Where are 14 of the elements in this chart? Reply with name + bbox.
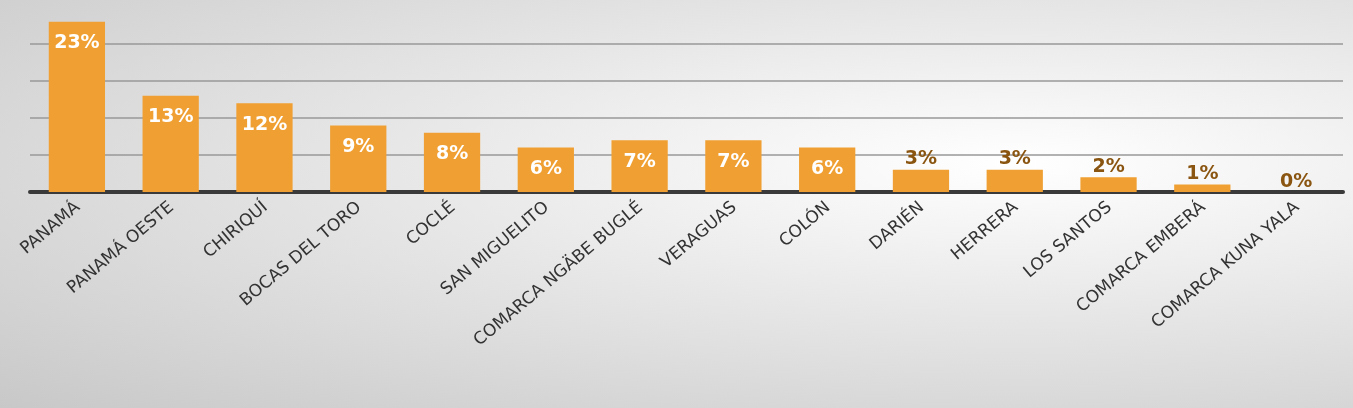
data-label: 6%: [811, 156, 844, 179]
data-label: 6%: [529, 156, 562, 179]
data-label: 8%: [435, 141, 469, 164]
data-label: 3%: [904, 146, 938, 169]
data-label: 1%: [1186, 161, 1219, 184]
data-label: 13%: [147, 104, 194, 127]
data-label: 3%: [998, 146, 1031, 169]
data-label: 12%: [241, 111, 288, 134]
data-label: 0%: [1279, 168, 1313, 191]
data-label: 9%: [342, 133, 375, 156]
data-label: 7%: [717, 148, 750, 171]
data-label: 7%: [623, 148, 656, 171]
data-label: 2%: [1092, 153, 1125, 176]
data-label: 23%: [54, 30, 100, 53]
